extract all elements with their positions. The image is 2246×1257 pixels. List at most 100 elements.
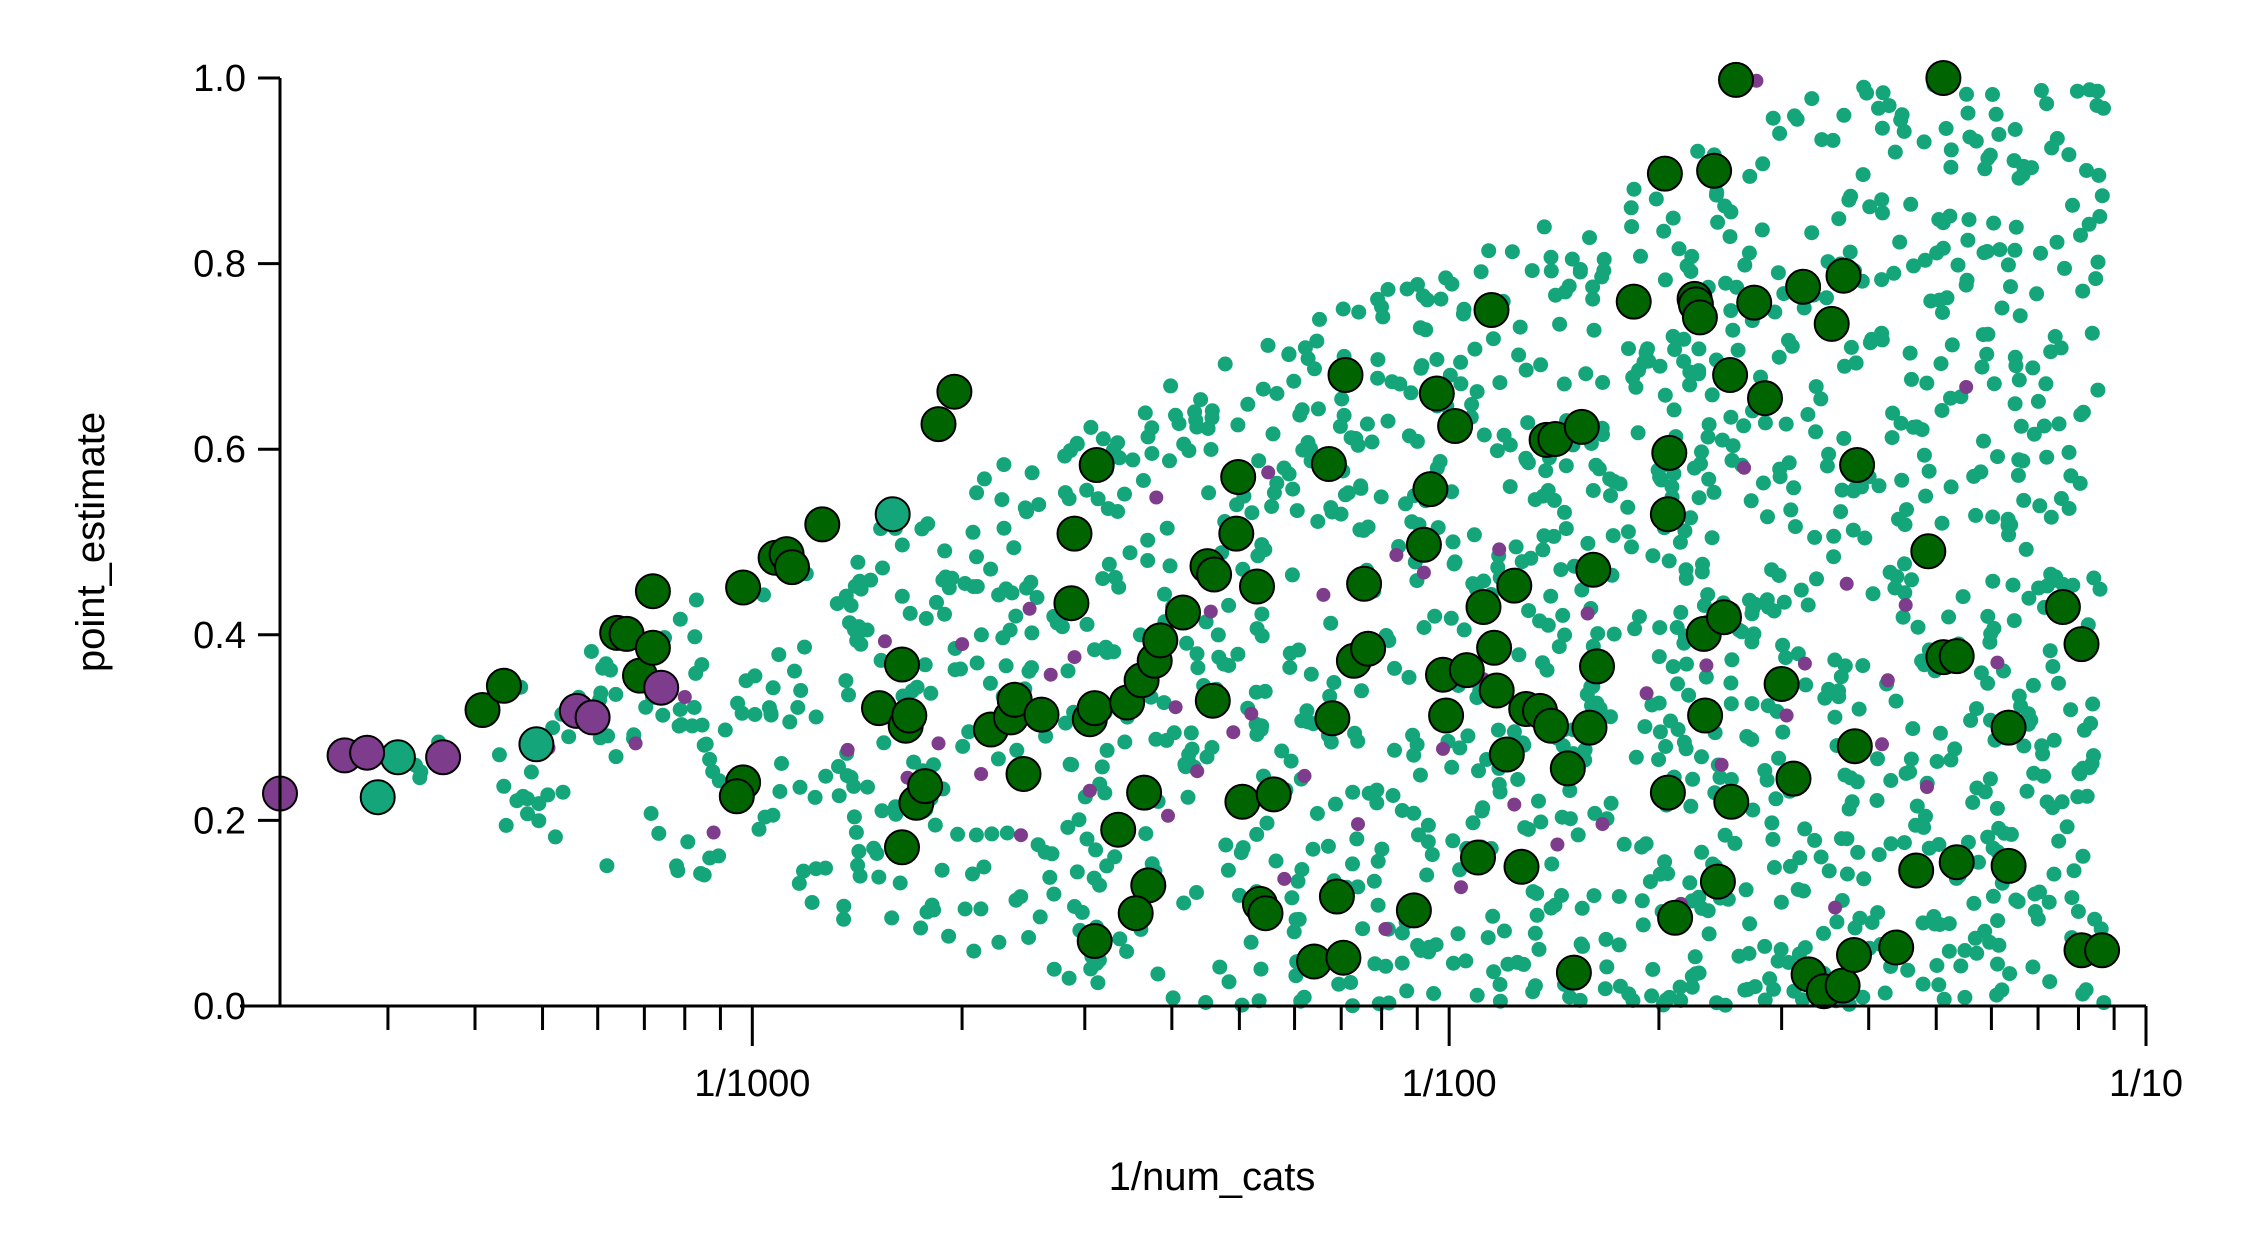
small-point <box>2046 866 2062 882</box>
small-point <box>969 485 985 501</box>
small-point <box>734 705 750 721</box>
small-point <box>1737 257 1753 273</box>
small-point <box>1178 759 1194 775</box>
small-point <box>2051 416 2067 432</box>
small-point <box>1684 893 1700 909</box>
small-point <box>1496 427 1512 443</box>
small-point <box>1865 586 1881 602</box>
small-point <box>1288 912 1304 928</box>
small-point <box>2073 227 2088 243</box>
small-point <box>1331 976 1347 992</box>
small-point <box>1900 962 1916 978</box>
small-point <box>2069 83 2085 99</box>
small-point <box>1929 754 1945 769</box>
small-point <box>1343 430 1359 446</box>
small-point <box>608 686 624 702</box>
small-point <box>1095 431 1111 447</box>
small-purple-point <box>1959 380 1974 394</box>
small-point <box>1370 352 1386 368</box>
small-point <box>876 735 892 751</box>
small-point <box>1251 453 1267 469</box>
small-point <box>2081 216 2097 232</box>
small-point <box>787 663 802 679</box>
small-point <box>1551 639 1567 655</box>
small-point <box>1657 854 1673 870</box>
small-point <box>2091 167 2107 183</box>
small-point <box>1787 108 1802 124</box>
y-tick-label: 0.4 <box>193 615 246 657</box>
small-point <box>1884 430 1900 446</box>
small-point <box>1406 747 1422 763</box>
small-point <box>1456 301 1472 317</box>
small-point <box>1887 580 1903 596</box>
large-point <box>774 549 810 586</box>
large-point <box>1910 533 1947 570</box>
small-point <box>1291 642 1307 658</box>
large-point <box>1706 599 1742 636</box>
small-point <box>761 700 777 716</box>
small-point <box>1669 620 1685 635</box>
small-point <box>1374 841 1390 857</box>
small-point <box>1885 405 1901 421</box>
small-point <box>1555 607 1571 623</box>
small-point <box>1635 917 1651 933</box>
small-point <box>1259 815 1275 831</box>
small-point <box>1367 956 1383 972</box>
small-point <box>2008 892 2024 908</box>
small-point <box>1742 916 1758 932</box>
small-point <box>2075 848 2091 864</box>
small-point <box>1673 993 1689 1008</box>
small-point <box>859 622 875 638</box>
small-point <box>1514 554 1530 570</box>
small-point <box>1892 234 1908 250</box>
small-point <box>1289 503 1305 519</box>
small-point <box>1444 759 1460 775</box>
small-point <box>1903 751 1919 767</box>
small-point <box>1475 800 1491 816</box>
small-point <box>1135 473 1151 488</box>
large-point <box>1763 666 1800 702</box>
small-point <box>1903 196 1919 212</box>
small-purple-point <box>1920 780 1934 794</box>
small-point <box>1694 844 1710 860</box>
small-point <box>1902 764 1918 780</box>
small-purple-point <box>706 825 721 840</box>
small-point <box>957 901 973 917</box>
large-point <box>1836 728 1873 765</box>
small-point <box>920 516 936 532</box>
small-point <box>1512 319 1528 335</box>
small-point <box>674 717 689 733</box>
large-point <box>349 734 386 771</box>
small-point <box>1284 567 1300 583</box>
small-point <box>1163 378 1179 394</box>
small-point <box>1957 989 1973 1005</box>
small-point <box>1203 442 1219 457</box>
small-point <box>1839 831 1855 847</box>
large-point <box>1478 672 1515 709</box>
large-point <box>1747 380 1783 417</box>
small-point <box>1394 803 1410 818</box>
large-point <box>1126 774 1163 811</box>
small-point <box>1837 358 1852 374</box>
small-purple-point <box>1492 542 1507 557</box>
small-point <box>1683 510 1699 526</box>
small-point <box>1670 722 1686 737</box>
large-point <box>1412 471 1449 508</box>
small-point <box>1768 791 1784 807</box>
small-point <box>1919 375 1935 391</box>
small-point <box>1420 834 1436 850</box>
small-point <box>808 709 824 725</box>
small-point <box>1506 724 1522 740</box>
small-point <box>853 581 869 597</box>
small-point <box>1544 856 1560 872</box>
small-point <box>1864 915 1880 930</box>
small-point <box>1605 528 1621 544</box>
small-point <box>705 764 721 780</box>
small-point <box>797 639 812 655</box>
small-point <box>1821 863 1837 879</box>
small-point <box>1426 986 1442 1001</box>
large-point <box>1117 895 1154 932</box>
small-point <box>1249 621 1265 637</box>
small-point <box>918 611 934 626</box>
large-point <box>1699 863 1736 900</box>
